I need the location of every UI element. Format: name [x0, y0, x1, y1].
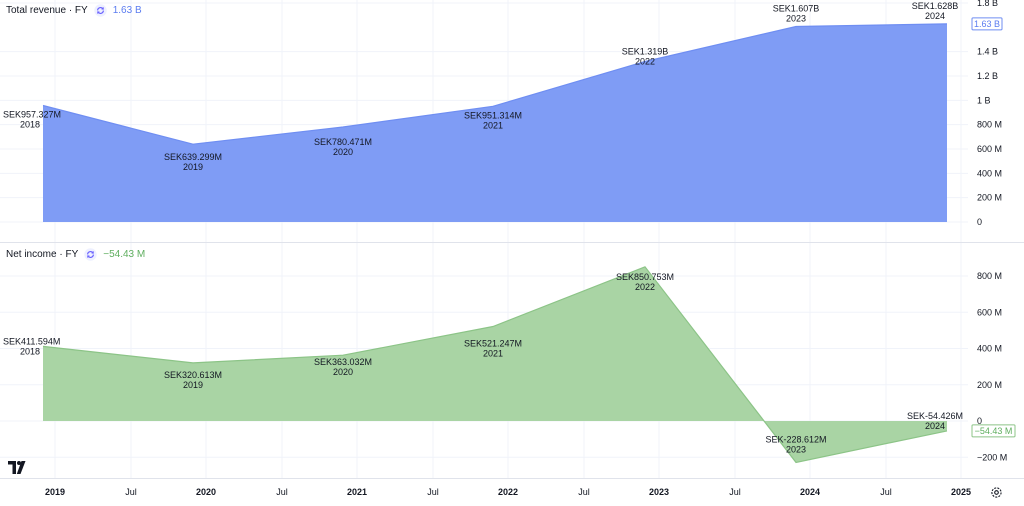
y-tick-label: 1.4 B	[977, 47, 998, 57]
x-tick-label: Jul	[276, 487, 288, 497]
revenue-legend: Total revenue · FY 1.63 B	[6, 2, 142, 18]
x-tick-label: Jul	[125, 487, 137, 497]
data-label-value: SEK780.471M	[314, 137, 372, 147]
x-tick-label: Jul	[578, 487, 590, 497]
y-tick-label: 1.2 B	[977, 71, 998, 81]
last-value-label: −54.43 M	[975, 426, 1013, 436]
tradingview-logo-icon[interactable]	[8, 461, 28, 475]
data-label-period: 2018	[20, 346, 40, 356]
data-label-value: SEK1.319B	[622, 47, 669, 57]
x-tick-label: Jul	[880, 487, 892, 497]
settings-gear-icon[interactable]	[990, 486, 1003, 499]
x-tick-label: 2024	[800, 487, 820, 497]
data-label-value: SEK1.628B	[912, 1, 959, 11]
data-label-value: SEK639.299M	[164, 152, 222, 162]
data-label-value: SEK-54.426M	[907, 411, 963, 421]
y-tick-label: 600 M	[977, 144, 1002, 154]
data-label-period: 2023	[786, 13, 806, 23]
data-label-value: SEK951.314M	[464, 110, 522, 120]
data-label-period: 2023	[786, 444, 806, 454]
data-label-value: SEK-228.612M	[765, 434, 826, 444]
net-income-legend-title: Net income · FY	[6, 248, 79, 260]
data-label-value: SEK850.753M	[616, 272, 674, 282]
series-line	[42, 23, 948, 145]
series-line	[42, 266, 948, 464]
last-value-box	[971, 17, 1003, 31]
data-label-value: SEK320.613M	[164, 370, 222, 380]
data-label-value: SEK957.327M	[3, 110, 61, 120]
data-label-value: SEK1.607B	[773, 3, 820, 13]
x-tick-label: Jul	[427, 487, 439, 497]
y-tick-label: 200 M	[977, 193, 1002, 203]
x-tick-label: 2021	[347, 487, 367, 497]
data-label-value: SEK411.594M	[3, 336, 60, 346]
data-label-period: 2021	[483, 120, 503, 130]
y-tick-label: 1.8 B	[977, 0, 998, 8]
y-tick-label: −200 M	[977, 452, 1007, 462]
sync-icon[interactable]	[94, 3, 107, 17]
revenue-legend-title: Total revenue · FY	[6, 4, 88, 16]
data-label-period: 2019	[183, 162, 203, 172]
y-tick-label: 800 M	[977, 271, 1002, 281]
y-tick-label: 0	[977, 416, 982, 426]
y-tick-label: 600 M	[977, 307, 1002, 317]
data-label-period: 2022	[635, 282, 655, 292]
x-tick-label: 2025	[951, 487, 971, 497]
y-tick-label: 400 M	[977, 344, 1002, 354]
data-label-period: 2019	[183, 380, 203, 390]
net-income-legend: Net income · FY −54.43 M	[6, 246, 145, 262]
last-value-label: 1.63 B	[974, 19, 1000, 29]
revenue-legend-value: 1.63 B	[112, 4, 142, 16]
data-label-period: 2020	[333, 147, 353, 157]
data-label-value: SEK521.247M	[464, 339, 522, 349]
sync-icon[interactable]	[84, 247, 97, 261]
data-label-period: 2020	[333, 367, 353, 377]
series-area	[43, 23, 947, 223]
series-area	[43, 266, 947, 463]
data-label-period: 2022	[635, 57, 655, 67]
data-label-period: 2018	[20, 120, 40, 130]
y-tick-label: 400 M	[977, 168, 1002, 178]
y-tick-label: 0	[977, 217, 982, 227]
y-tick-label: 200 M	[977, 380, 1002, 390]
data-label-period: 2024	[925, 421, 945, 431]
x-tick-label: 2020	[196, 487, 216, 497]
x-tick-label: 2023	[649, 487, 669, 497]
net-income-legend-value: −54.43 M	[103, 248, 146, 260]
x-tick-label: 2019	[45, 487, 65, 497]
y-tick-label: 800 M	[977, 120, 1002, 130]
data-label-period: 2024	[925, 11, 945, 21]
y-tick-label: 1 B	[977, 95, 991, 105]
x-tick-label: 2022	[498, 487, 518, 497]
x-tick-label: Jul	[729, 487, 741, 497]
data-label-period: 2021	[483, 349, 503, 359]
data-label-value: SEK363.032M	[314, 357, 372, 367]
last-value-box	[971, 424, 1016, 438]
